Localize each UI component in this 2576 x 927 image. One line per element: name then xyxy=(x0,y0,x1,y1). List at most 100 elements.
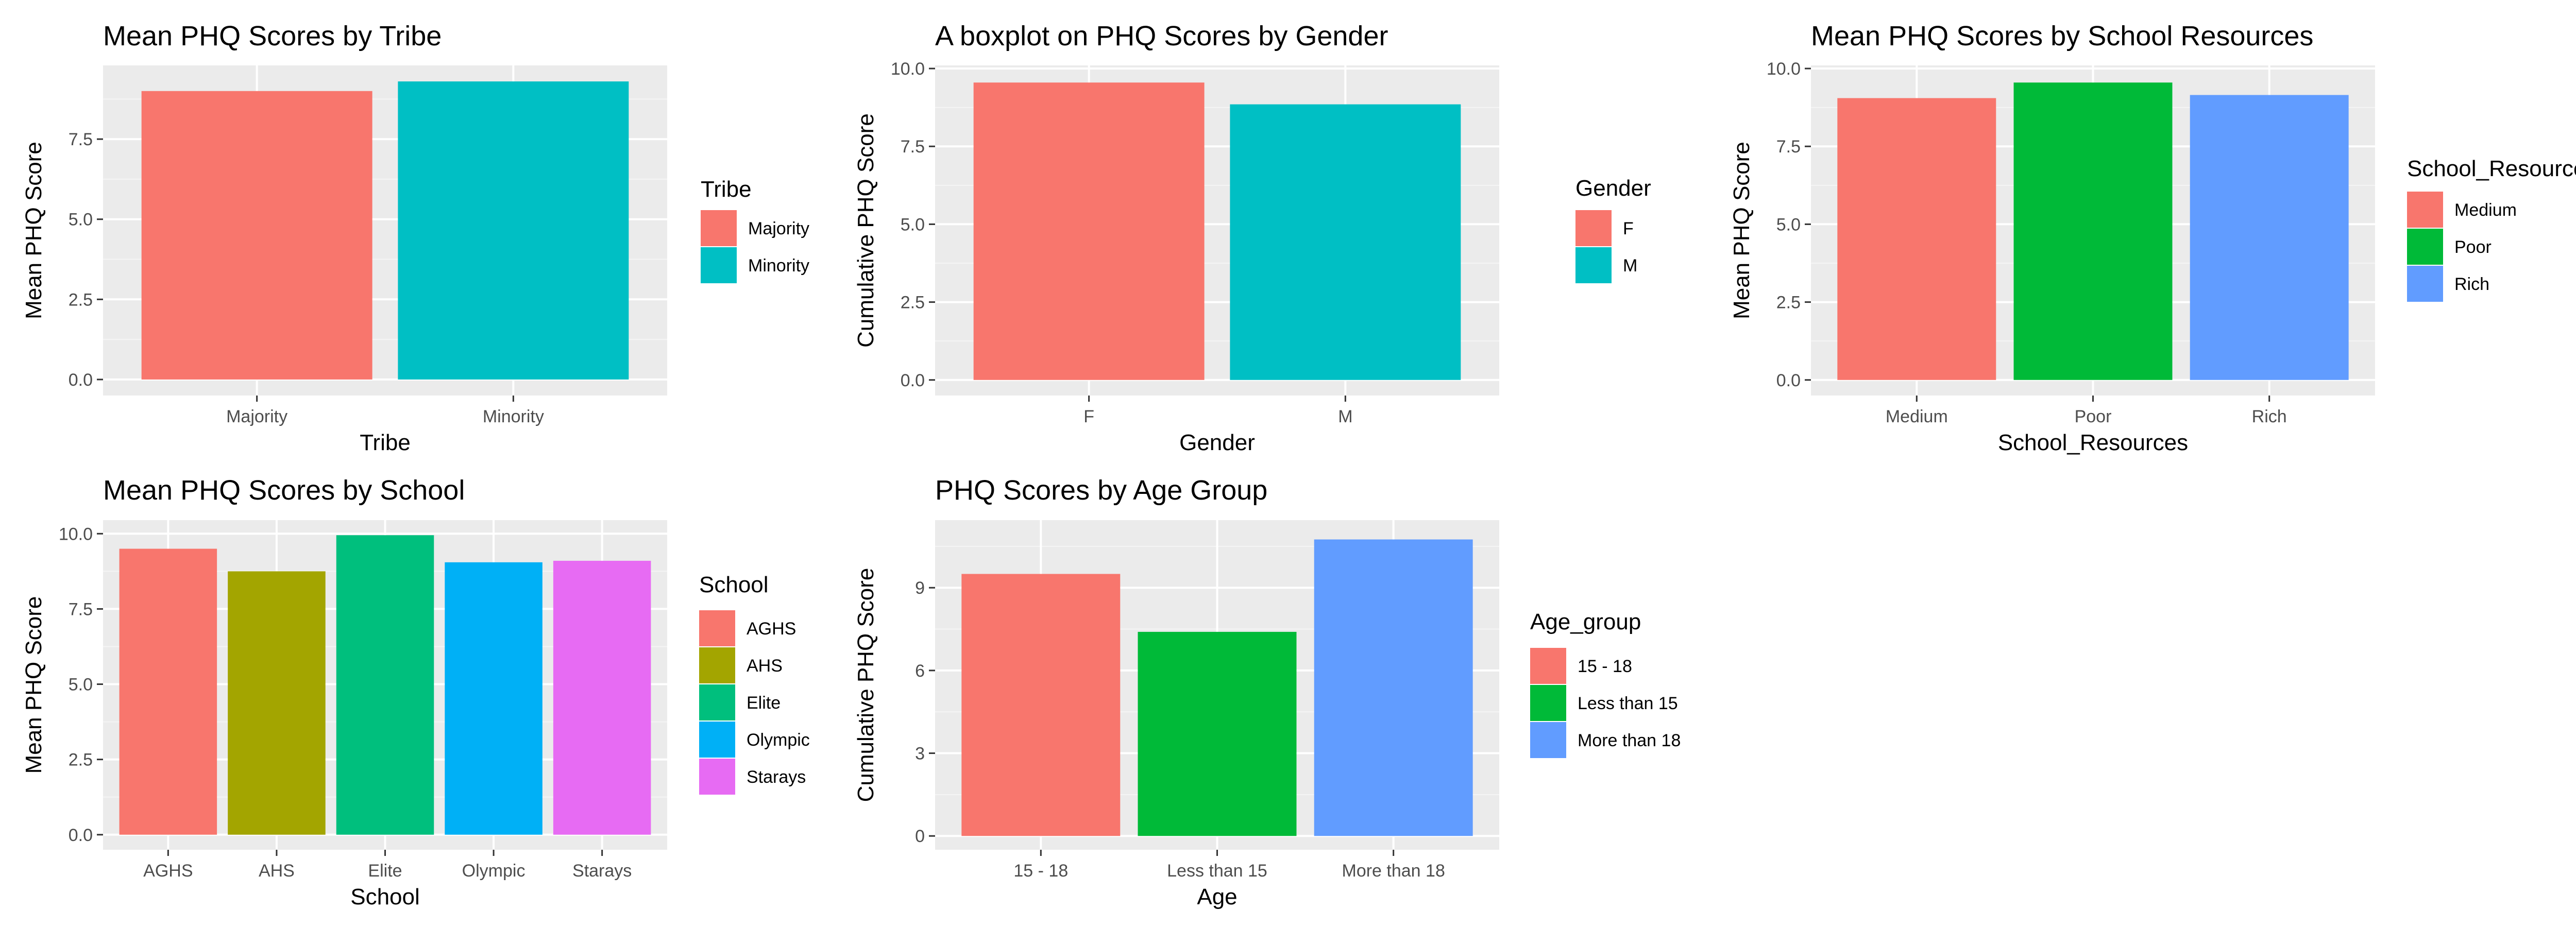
y-tick-label: 5.0 xyxy=(69,675,93,695)
y-axis-title: Mean PHQ Score xyxy=(21,142,46,319)
x-tick-label: AGHS xyxy=(143,861,193,881)
x-tick-label: More than 18 xyxy=(1342,861,1445,881)
chart-panel-3: 0.0 2.5 5.0 7.5 10.0 Medium Poor Rich Mean PHQ S… xyxy=(1729,21,2576,455)
x-tick-label: F xyxy=(1083,407,1094,426)
y-tick-label: 0.0 xyxy=(69,370,93,390)
bar-rich xyxy=(2190,95,2349,380)
legend-key xyxy=(1575,247,1612,283)
y-tick-label: 2.5 xyxy=(69,750,93,770)
x-tick-label: M xyxy=(1338,407,1352,426)
chart-panel-1: 0.0 2.5 5.0 7.5 Majority Minority Mean PHQ Sco… xyxy=(21,21,809,455)
legend-label: Olympic xyxy=(747,730,810,750)
bar-medium xyxy=(1837,98,1996,380)
x-tick-label: Starays xyxy=(572,861,632,881)
y-tick-label: 0.0 xyxy=(69,826,93,845)
y-tick-label: 10.0 xyxy=(1767,59,1801,79)
legend-label: F xyxy=(1623,219,1634,238)
legend-title: Gender xyxy=(1575,176,1651,201)
legend-key xyxy=(2407,266,2443,302)
y-tick-label: 2.5 xyxy=(1776,293,1801,313)
y-tick-label: 6 xyxy=(915,661,925,681)
y-tick-label: 0.0 xyxy=(901,371,925,390)
x-tick-label: Olympic xyxy=(462,861,526,881)
legend-label: Rich xyxy=(2454,274,2489,294)
bar-starays xyxy=(553,560,651,835)
chart-panel-5: 0 3 6 9 15 - 18 Less than 15 More than 18 PHQ S… xyxy=(853,475,1681,909)
legend-key xyxy=(699,684,735,720)
y-tick-label: 2.5 xyxy=(901,293,925,313)
bar-f xyxy=(973,82,1205,380)
legend-label: Majority xyxy=(748,219,809,238)
legend-key xyxy=(1530,648,1566,684)
y-axis-title: Cumulative PHQ Score xyxy=(853,113,878,348)
y-tick-label: 7.5 xyxy=(69,599,93,619)
y-tick-label: 3 xyxy=(915,744,925,764)
legend-label: AHS xyxy=(747,656,783,676)
x-tick-label: Majority xyxy=(226,407,287,426)
y-axis-title: Cumulative PHQ Score xyxy=(853,568,878,802)
y-tick-label: 10.0 xyxy=(59,524,93,544)
y-axis-title: Mean PHQ Score xyxy=(1729,142,1754,319)
x-axis-title: Gender xyxy=(1179,430,1255,455)
chart-title: Mean PHQ Scores by Tribe xyxy=(103,21,442,52)
x-tick-label: AHS xyxy=(259,861,295,881)
y-tick-label: 7.5 xyxy=(1776,137,1801,157)
y-tick-label: 5.0 xyxy=(69,210,93,230)
x-tick-label: 15 - 18 xyxy=(1013,861,1068,881)
legend-title: Age_group xyxy=(1530,609,1641,634)
y-tick-label: 0 xyxy=(915,827,925,846)
legend-label: Medium xyxy=(2454,200,2517,220)
x-tick-label: Medium xyxy=(1886,407,1948,426)
legend: Gender FM xyxy=(1575,176,1651,283)
legend: Tribe Majority Minority xyxy=(701,177,809,283)
chart-title: A boxplot on PHQ Scores by Gender xyxy=(935,21,1388,52)
legend-label: AGHS xyxy=(747,619,796,639)
x-axis-title: Tribe xyxy=(360,430,411,455)
bar-less-than-15 xyxy=(1138,631,1297,836)
chart-title: Mean PHQ Scores by School Resources xyxy=(1811,21,2313,52)
bar-aghs xyxy=(119,548,217,835)
legend-label: Poor xyxy=(2454,237,2492,257)
chart-panel-2: 0.02.55.07.510.0F MA boxplot on PHQ Score… xyxy=(853,21,1651,455)
legend-key xyxy=(701,247,737,283)
chart-title: PHQ Scores by Age Group xyxy=(935,475,1267,506)
legend-label: M xyxy=(1623,256,1637,276)
chart-panel-4: 0.0 2.5 5.0 7.5 10.0 AGHS AHS Elite Olympic Stara… xyxy=(21,475,810,909)
legend-key xyxy=(699,647,735,683)
y-tick-label: 5.0 xyxy=(1776,215,1801,234)
y-tick-label: 7.5 xyxy=(69,130,93,149)
legend-key xyxy=(699,759,735,795)
bar-ahs xyxy=(228,571,326,835)
legend-key xyxy=(699,722,735,758)
bar-elite xyxy=(336,535,434,835)
x-tick-label: Less than 15 xyxy=(1167,861,1267,881)
bar-olympic xyxy=(445,562,543,835)
legend-title: Tribe xyxy=(701,177,752,202)
bar-majority xyxy=(141,91,372,380)
legend: School_Resources Medium Poor Rich xyxy=(2407,156,2576,302)
legend-key xyxy=(2407,229,2443,265)
legend-key xyxy=(699,610,735,646)
y-axis-title: Mean PHQ Score xyxy=(21,596,46,774)
x-tick-label: Minority xyxy=(483,407,544,426)
legend-label: Elite xyxy=(747,693,781,713)
legend-title: School_Resources xyxy=(2407,156,2576,181)
legend: Age_group 15 - 18 Less than 15 More than 18 xyxy=(1530,609,1681,758)
chart-title: Mean PHQ Scores by School xyxy=(103,475,465,506)
legend-label: Starays xyxy=(747,767,806,787)
legend-key xyxy=(1530,685,1566,721)
legend-key xyxy=(2407,192,2443,228)
y-tick-label: 9 xyxy=(915,578,925,598)
y-tick-label: 7.5 xyxy=(901,137,925,157)
y-tick-label: 5.0 xyxy=(901,215,925,234)
legend-title: School xyxy=(699,572,769,597)
legend-label: More than 18 xyxy=(1578,731,1681,750)
legend-key xyxy=(1530,722,1566,758)
x-tick-label: Poor xyxy=(2075,407,2112,426)
y-tick-label: 0.0 xyxy=(1776,371,1801,390)
x-axis-title: School xyxy=(350,884,420,909)
x-tick-label: Elite xyxy=(368,861,402,881)
x-tick-label: Rich xyxy=(2252,407,2287,426)
x-axis-title: School_Resources xyxy=(1998,430,2188,455)
